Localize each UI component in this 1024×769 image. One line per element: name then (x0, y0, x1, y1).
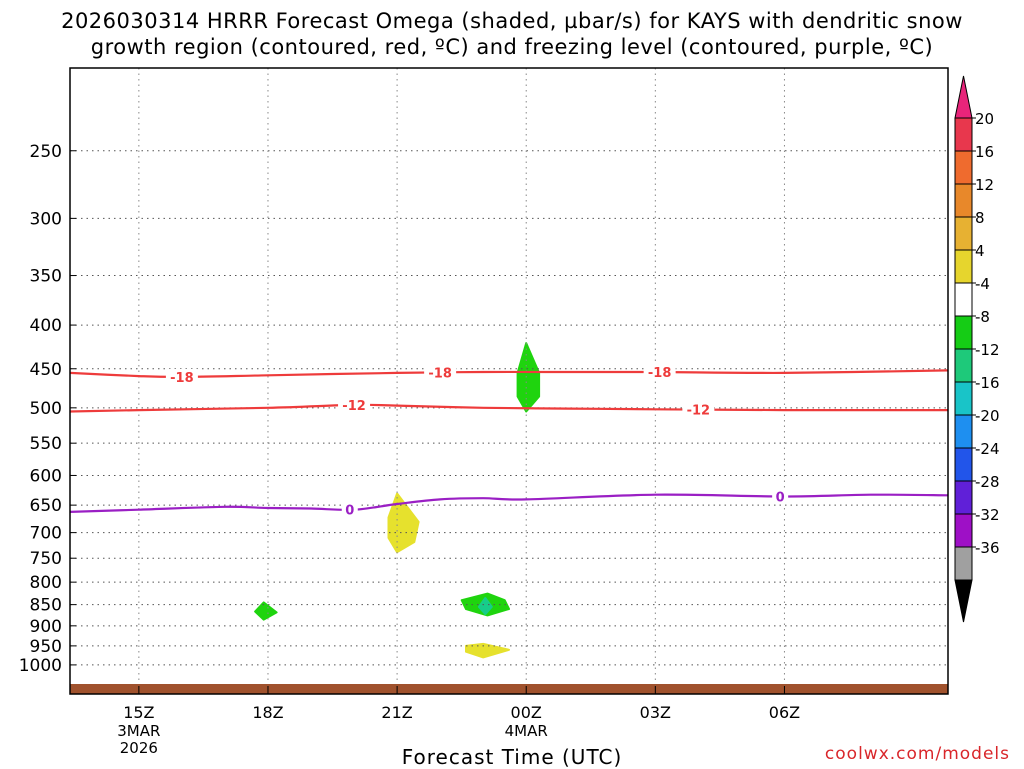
colorbar-label-12: -32 (975, 506, 1000, 524)
colorbar-segment-7 (954, 348, 973, 383)
colorbar-bottom-arrow (954, 579, 973, 623)
grid-lines (70, 68, 948, 683)
colorbar-label-2: 12 (975, 176, 994, 194)
colorbar-segment-0 (954, 117, 973, 152)
contour-label-bg--12-1 (682, 401, 715, 418)
omega-area-yellow-950 (465, 642, 510, 659)
colorbar-segment-6 (954, 315, 973, 350)
colorbar-segment-4 (954, 249, 973, 284)
x-tick-label-00Z: 00Z (511, 703, 542, 722)
y-tick-label-750: 750 (30, 549, 62, 569)
y-axis: 2503003504004505005506006507007508008509… (19, 142, 76, 676)
contour-label-bg--12-0 (338, 396, 371, 413)
colorbar-label-8: -16 (975, 374, 1000, 392)
contour-lines: -18 -18 -18 -12 -12 0 0 (69, 364, 949, 519)
y-tick-label-850: 850 (30, 596, 62, 616)
y-tick-label-900: 900 (30, 617, 62, 637)
colorbar-segment-13 (954, 546, 973, 581)
colorbar-label-4: 4 (975, 242, 985, 260)
x-tick-label-06Z: 06Z (769, 703, 800, 722)
x-axis-title: Forecast Time (UTC) (401, 745, 623, 769)
colorbar-label-13: -36 (975, 539, 1000, 557)
y-tick-label-950: 950 (30, 637, 62, 657)
contour--12 (69, 403, 949, 413)
contour-label--12-1: -12 (687, 404, 711, 419)
contour--18 (69, 369, 949, 379)
x-tick-sublabel-15Z-1: 2026 (120, 739, 158, 757)
colorbar-segment-12 (954, 513, 973, 548)
x-tick-label-15Z: 15Z (123, 703, 154, 722)
y-tick-label-300: 300 (30, 209, 62, 229)
title-line-1: 2026030314 HRRR Forecast Omega (shaded, … (61, 9, 963, 33)
colorbar-segment-3 (954, 216, 973, 251)
chart-title: 2026030314 HRRR Forecast Omega (shaded, … (0, 8, 1024, 60)
contour-label-0-1: 0 (776, 490, 785, 505)
contour-label-bg-0-1 (772, 488, 789, 505)
colorbar-segment-1 (954, 150, 973, 185)
contour-label-bg--18-0 (165, 368, 198, 385)
omega-shading (254, 342, 541, 659)
omega-area-green-upper (516, 342, 541, 413)
colorbar-label-0: 20 (975, 110, 994, 128)
y-tick-label-650: 650 (30, 496, 62, 516)
colorbar-segment-8 (954, 381, 973, 416)
colorbar-top-arrow (954, 75, 973, 119)
x-tick-label-03Z: 03Z (640, 703, 671, 722)
colorbar-label-9: -20 (975, 407, 1000, 425)
colorbar-segment-10 (954, 447, 973, 482)
contour-label-0-0: 0 (345, 504, 354, 519)
colorbar-label-10: -24 (975, 440, 1000, 458)
omega-area-green-870 (254, 601, 278, 621)
colorbar-label-1: 16 (975, 143, 994, 161)
contour-label-bg--18-2 (643, 364, 676, 381)
omega-colorbar: 20 16 12 8 4 -4 -8 -12 -16 -20 -24 -28 -32 -36 (954, 75, 1000, 623)
contour-label-bg--18-1 (424, 364, 457, 381)
contour-0 (69, 493, 949, 513)
contour-label--18-2: -18 (648, 366, 672, 381)
y-tick-label-600: 600 (30, 466, 62, 486)
contour-label--12-0: -12 (342, 399, 366, 414)
y-tick-label-250: 250 (30, 142, 62, 162)
contour-label--18-1: -18 (428, 366, 452, 381)
y-tick-label-400: 400 (30, 316, 62, 336)
y-tick-label-350: 350 (30, 267, 62, 287)
title-line-2: growth region (contoured, red, ºC) and f… (90, 35, 934, 59)
terrain-strip (70, 684, 948, 694)
colorbar-segment-2 (954, 183, 973, 218)
colorbar-label-7: -12 (975, 341, 1000, 359)
plot-frame (69, 67, 949, 695)
site-credit[interactable]: coolwx.com/models (824, 744, 1010, 764)
x-tick-sublabel-00Z-0: 4MAR (505, 722, 548, 740)
y-tick-label-700: 700 (30, 524, 62, 544)
x-tick-sublabel-15Z-0: 3MAR (117, 722, 160, 740)
colorbar-segment-9 (954, 414, 973, 449)
contour-label-bg-0-0 (341, 501, 358, 518)
colorbar-segment-5 (954, 282, 973, 317)
x-tick-label-18Z: 18Z (252, 703, 283, 722)
y-tick-label-800: 800 (30, 573, 62, 593)
contour-label--18-0: -18 (170, 371, 194, 386)
y-tick-label-1000: 1000 (19, 656, 62, 676)
colorbar-label-3: 8 (975, 209, 985, 227)
omega-area-teal-850 (477, 597, 493, 616)
x-tick-label-21Z: 21Z (381, 703, 412, 722)
colorbar-segment-11 (954, 480, 973, 515)
y-tick-label-500: 500 (30, 399, 62, 419)
colorbar-label-6: -8 (975, 308, 990, 326)
colorbar-label-5: -4 (975, 275, 990, 293)
colorbar-label-11: -28 (975, 473, 1000, 491)
y-tick-label-550: 550 (30, 434, 62, 454)
y-tick-label-450: 450 (30, 360, 62, 380)
